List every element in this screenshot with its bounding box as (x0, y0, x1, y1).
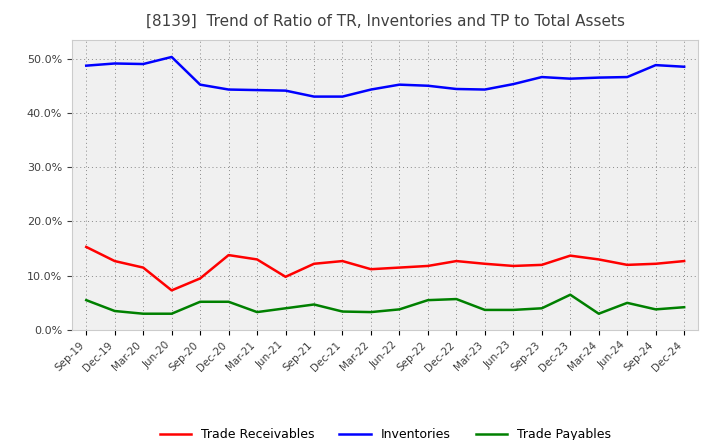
Trade Payables (452, 297, 461, 302)
Inventories (652, 62, 660, 68)
Trade Payables (82, 297, 91, 303)
Trade Payables (680, 304, 688, 310)
Inventories (167, 54, 176, 59)
Inventories (595, 75, 603, 80)
Trade Receivables (623, 262, 631, 268)
Inventories (310, 94, 318, 99)
Trade Receivables (196, 276, 204, 281)
Inventories (537, 74, 546, 80)
Trade Receivables (566, 253, 575, 258)
Trade Payables (509, 307, 518, 312)
Trade Receivables (253, 257, 261, 262)
Trade Receivables (110, 258, 119, 264)
Trade Receivables (282, 274, 290, 279)
Inventories (566, 76, 575, 81)
Inventories (680, 64, 688, 70)
Inventories (225, 87, 233, 92)
Trade Receivables (139, 265, 148, 270)
Trade Receivables (423, 263, 432, 268)
Trade Receivables (652, 261, 660, 266)
Trade Payables (167, 311, 176, 316)
Trade Receivables (595, 257, 603, 262)
Inventories (82, 63, 91, 68)
Trade Receivables (680, 258, 688, 264)
Trade Receivables (537, 262, 546, 268)
Trade Receivables (82, 244, 91, 249)
Inventories (366, 87, 375, 92)
Inventories (110, 61, 119, 66)
Trade Payables (366, 309, 375, 315)
Line: Trade Receivables: Trade Receivables (86, 247, 684, 290)
Trade Receivables (338, 258, 347, 264)
Trade Receivables (480, 261, 489, 266)
Trade Receivables (395, 265, 404, 270)
Legend: Trade Receivables, Inventories, Trade Payables: Trade Receivables, Inventories, Trade Pa… (155, 423, 616, 440)
Trade Payables (253, 309, 261, 315)
Trade Payables (110, 308, 119, 314)
Trade Payables (196, 299, 204, 304)
Trade Payables (310, 302, 318, 307)
Inventories (509, 81, 518, 87)
Inventories (480, 87, 489, 92)
Inventories (196, 82, 204, 87)
Inventories (139, 62, 148, 67)
Line: Inventories: Inventories (86, 57, 684, 97)
Line: Trade Payables: Trade Payables (86, 295, 684, 314)
Trade Payables (566, 292, 575, 297)
Trade Receivables (167, 288, 176, 293)
Inventories (253, 88, 261, 93)
Inventories (452, 86, 461, 92)
Inventories (338, 94, 347, 99)
Trade Receivables (452, 258, 461, 264)
Inventories (423, 83, 432, 88)
Trade Payables (139, 311, 148, 316)
Trade Payables (282, 306, 290, 311)
Trade Payables (338, 309, 347, 314)
Trade Receivables (225, 253, 233, 258)
Trade Payables (225, 299, 233, 304)
Trade Receivables (509, 263, 518, 268)
Trade Payables (652, 307, 660, 312)
Trade Payables (595, 311, 603, 316)
Inventories (282, 88, 290, 93)
Trade Payables (537, 306, 546, 311)
Trade Receivables (310, 261, 318, 266)
Trade Receivables (366, 267, 375, 272)
Trade Payables (623, 300, 631, 305)
Trade Payables (480, 307, 489, 312)
Inventories (395, 82, 404, 87)
Trade Payables (395, 307, 404, 312)
Inventories (623, 74, 631, 80)
Trade Payables (423, 297, 432, 303)
Title: [8139]  Trend of Ratio of TR, Inventories and TP to Total Assets: [8139] Trend of Ratio of TR, Inventories… (145, 14, 625, 29)
